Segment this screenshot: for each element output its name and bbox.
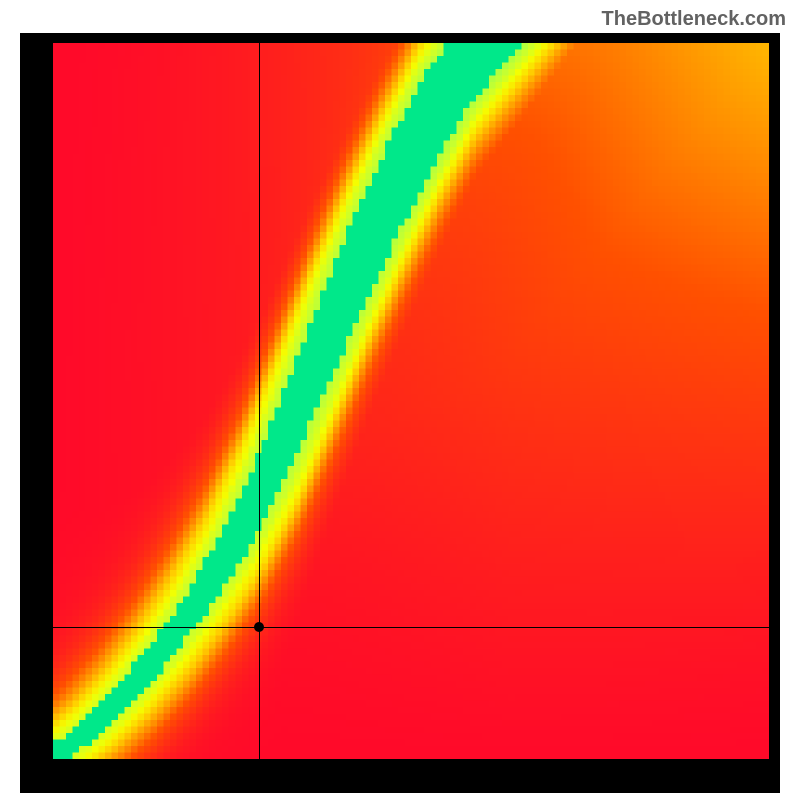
plot-frame — [20, 33, 780, 793]
heatmap-canvas — [53, 43, 769, 759]
crosshair-vertical — [259, 43, 260, 759]
heatmap-area — [53, 43, 769, 759]
crosshair-horizontal — [53, 627, 769, 628]
watermark: TheBottleneck.com — [602, 8, 786, 31]
data-point-marker — [254, 622, 264, 632]
